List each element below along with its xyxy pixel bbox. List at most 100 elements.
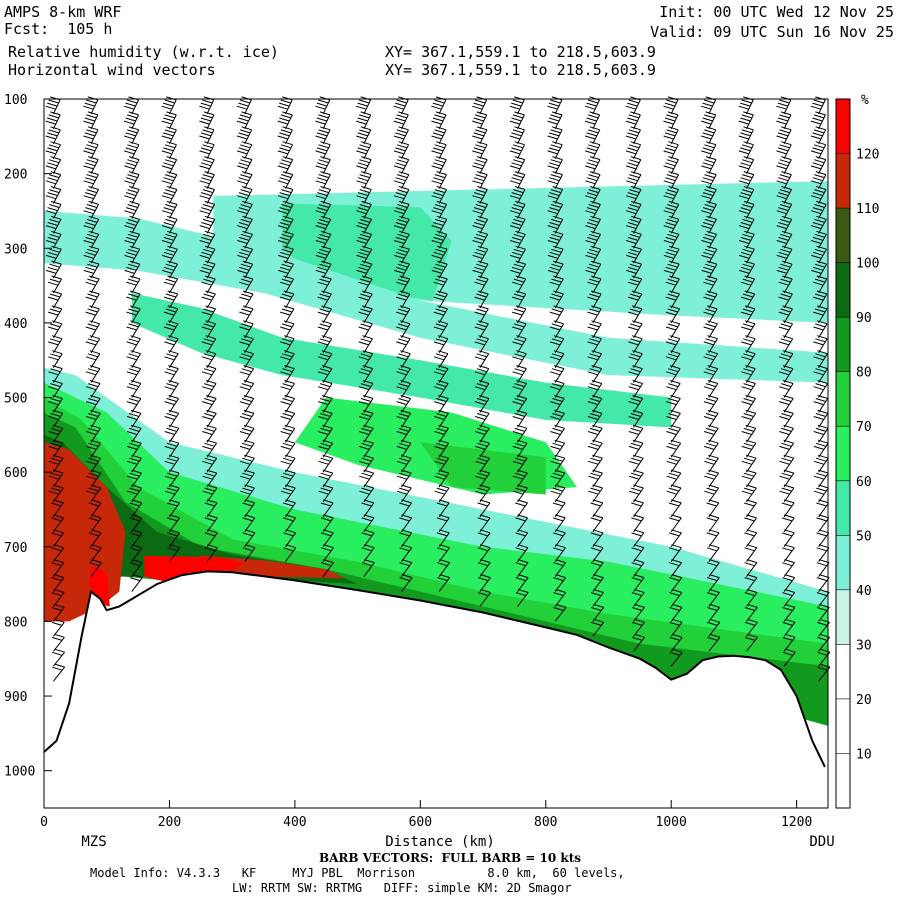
wind-barb: [201, 380, 217, 398]
wind-barb-flag: [518, 589, 529, 593]
wind-barb: [472, 171, 488, 189]
wind-barb-flag: [87, 248, 98, 253]
wind-barb-flag: [813, 416, 824, 420]
wind-barb-flag: [553, 320, 564, 325]
wind-barb-flag: [356, 165, 367, 170]
wind-barb-flag: [549, 207, 560, 212]
wind-barb-flag: [472, 269, 483, 274]
wind-barb-flag: [626, 254, 637, 259]
wind-barb-flag: [280, 431, 291, 435]
wind-barb: [782, 559, 795, 577]
wind-barb-flag: [89, 380, 101, 384]
wind-barb-flag: [361, 442, 372, 447]
wind-barb: [237, 215, 253, 234]
wind-barb-flag: [238, 177, 249, 182]
wind-barb: [164, 439, 180, 458]
wind-barb-flag: [237, 165, 248, 170]
wind-barb-flag: [707, 409, 719, 414]
wind-barb-flag: [322, 469, 333, 474]
wind-barb-flag: [703, 341, 714, 346]
wind-barb-flag: [51, 335, 63, 340]
wind-barb-shaft: [783, 129, 792, 145]
wind-barb-shaft: [818, 547, 830, 563]
wind-barb-flag: [361, 171, 372, 176]
wind-barb-flag: [776, 135, 787, 140]
wind-barb-flag: [817, 380, 828, 384]
wind-barb-shaft: [285, 308, 295, 324]
wind-barb-flag: [630, 413, 641, 417]
wind-barb-shaft: [169, 323, 179, 339]
wind-barb: [472, 215, 489, 234]
wind-barb-flag: [51, 502, 62, 507]
wind-barb-flag: [630, 472, 642, 477]
wind-barb-flag: [705, 353, 716, 358]
wind-barb-flag: [743, 126, 754, 131]
wind-barb-flag: [125, 192, 137, 197]
wind-barb-flag: [315, 120, 326, 125]
wind-barb-shaft: [708, 457, 719, 473]
wind-barb-flag: [474, 311, 485, 316]
wind-barb-flag: [590, 487, 601, 492]
wind-barb-flag: [316, 162, 328, 167]
wind-barb-shaft: [438, 487, 450, 503]
wind-barb-flag: [360, 338, 371, 343]
wind-barb-flag: [587, 114, 599, 119]
wind-barb-shaft: [401, 442, 412, 458]
wind-barb: [778, 335, 794, 354]
wind-barb-flag: [810, 150, 822, 155]
wind-barb-shaft: [438, 457, 450, 473]
wind-barb-shaft: [285, 219, 294, 234]
wind-barb-flag: [83, 180, 94, 185]
wind-barb-flag: [743, 111, 754, 116]
wind-barb: [701, 126, 717, 145]
wind-barb-flag: [363, 469, 374, 474]
wind-barb-shaft: [670, 562, 683, 577]
wind-barb-flag: [744, 577, 755, 582]
wind-barb-flag: [816, 230, 827, 235]
wind-barb-flag: [588, 218, 599, 223]
wind-barb-flag: [167, 335, 179, 340]
wind-barb-flag: [587, 311, 598, 316]
wind-barb-shaft: [169, 502, 180, 518]
wind-barb-shaft: [206, 323, 217, 339]
wind-barb-flag: [315, 135, 326, 140]
wind-barb-flag: [53, 529, 64, 534]
wind-barb-flag: [319, 126, 331, 131]
wind-barb-flag: [318, 431, 329, 435]
wind-barb-flag: [282, 186, 294, 190]
wind-barb-flag: [204, 413, 215, 417]
wind-barb-flag: [206, 454, 217, 459]
wind-barb-flag: [553, 562, 564, 567]
wind-barb-flag: [239, 371, 250, 376]
wind-barb-shaft: [554, 338, 565, 354]
wind-barb-flag: [706, 171, 717, 176]
wind-barb-flag: [85, 341, 97, 346]
wind-barb: [547, 156, 563, 174]
wind-barb-shaft: [592, 457, 603, 473]
wind-barb-shaft: [670, 651, 683, 667]
wind-barb-flag: [816, 215, 827, 220]
wind-barb-flag: [277, 240, 289, 244]
wind-barb-flag: [126, 266, 137, 271]
wind-barb-flag: [812, 102, 823, 107]
wind-barb-shaft: [401, 413, 412, 428]
wind-barb: [776, 186, 792, 204]
wind-barb-flag: [744, 547, 755, 552]
wind-barb-flag: [474, 371, 486, 376]
wind-barb-flag: [555, 514, 566, 519]
wind-barb-flag: [433, 281, 444, 286]
wind-barb-flag: [127, 174, 138, 179]
wind-barb-flag: [283, 335, 295, 340]
wind-barb-shaft: [169, 472, 180, 488]
wind-barb-flag: [550, 490, 561, 495]
wind-barb-flag: [50, 472, 62, 477]
wind-barb: [781, 544, 795, 563]
wind-barb-shaft: [52, 457, 64, 473]
wind-barb-shaft: [783, 248, 793, 264]
wind-barb-flag: [474, 386, 486, 391]
wind-barb-flag: [818, 484, 829, 489]
wind-barb-shaft: [363, 353, 374, 368]
wind-barb-flag: [782, 290, 793, 295]
wind-barb-flag: [743, 368, 754, 373]
wind-barb-flag: [163, 236, 174, 241]
